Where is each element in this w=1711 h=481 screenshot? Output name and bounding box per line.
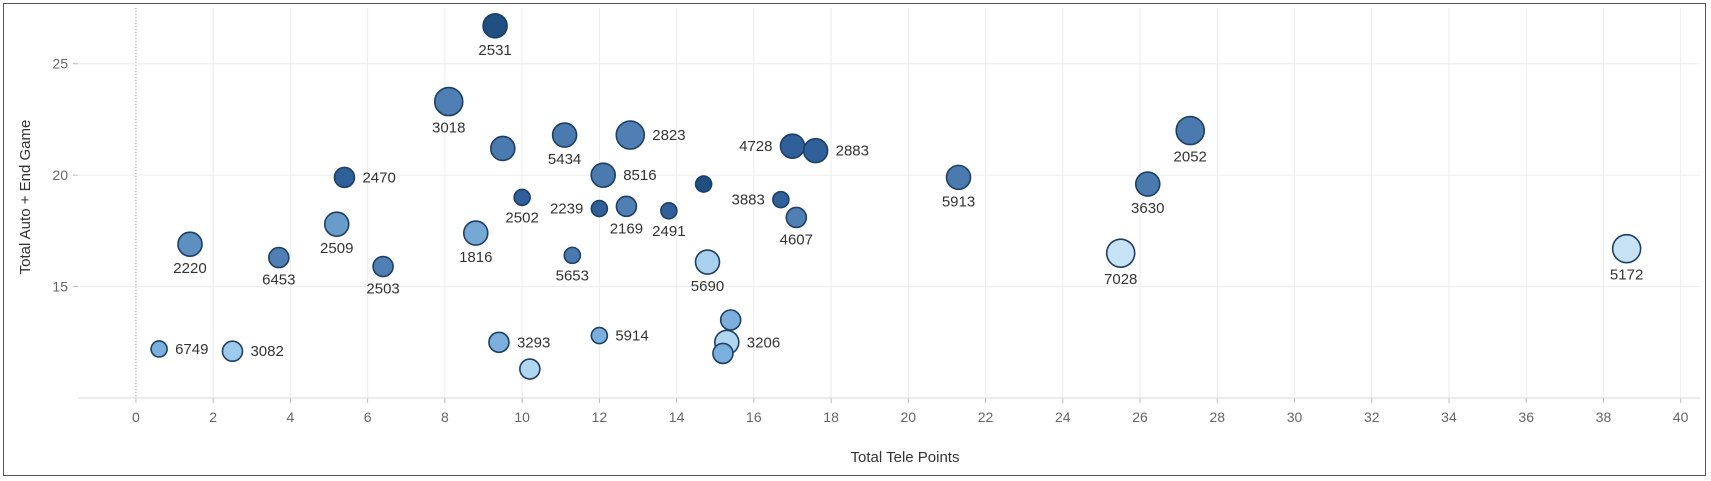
- data-point[interactable]: [177, 231, 203, 258]
- point-label: 2531: [478, 42, 511, 59]
- data-point[interactable]: [551, 122, 578, 148]
- point-label: 2509: [320, 240, 353, 257]
- point-label: 6749: [175, 341, 208, 358]
- point-label: 2052: [1174, 149, 1207, 166]
- y-axis-title: Total Auto + End Game: [17, 120, 34, 275]
- tick-layer: 0 2 4 6 8 10 12 14 16 18 20 22 24 26 28 30 32 34 36 38 40152…: [52, 56, 1700, 425]
- data-point[interactable]: [590, 199, 609, 218]
- x-tick-label: 10: [514, 409, 530, 425]
- data-point[interactable]: [590, 162, 617, 188]
- data-point[interactable]: [490, 135, 516, 162]
- data-point[interactable]: [772, 190, 790, 209]
- x-tick-label: 34: [1441, 409, 1457, 425]
- x-tick-label: 40: [1673, 409, 1689, 425]
- point-label: 5914: [615, 328, 648, 345]
- x-tick-label: 16: [746, 409, 762, 425]
- point-label: 8516: [623, 167, 656, 184]
- point-label: 5653: [556, 267, 589, 284]
- point-layer: [150, 13, 1642, 380]
- data-point[interactable]: [1175, 115, 1206, 146]
- x-tick-label: 24: [1055, 409, 1071, 425]
- data-point[interactable]: [150, 340, 168, 358]
- data-point[interactable]: [433, 86, 464, 117]
- x-tick-label: 36: [1518, 409, 1534, 425]
- y-tick-label: 25: [52, 56, 68, 72]
- point-label: 2823: [652, 127, 685, 144]
- x-tick-label: 28: [1209, 409, 1225, 425]
- data-point[interactable]: [615, 120, 646, 150]
- label-layer: 2531 3018 5434 2823 8516 4728 2883 2470 2502 2239…: [173, 42, 1643, 360]
- point-label: 3206: [747, 334, 780, 351]
- data-point[interactable]: [221, 340, 244, 363]
- point-label: 3018: [432, 120, 465, 137]
- data-point[interactable]: [268, 246, 290, 269]
- data-point[interactable]: [779, 133, 806, 159]
- x-tick-label: 0: [132, 409, 140, 425]
- data-point[interactable]: [488, 331, 510, 354]
- point-label: 3883: [731, 192, 764, 209]
- x-tick-label: 4: [287, 409, 295, 425]
- x-axis-title: Total Tele Points: [851, 449, 960, 466]
- data-point[interactable]: [323, 211, 350, 237]
- point-label: 2470: [362, 169, 395, 186]
- point-label: 5434: [548, 151, 581, 168]
- point-label: 5690: [691, 278, 724, 295]
- data-point[interactable]: [945, 164, 972, 191]
- data-point[interactable]: [615, 195, 638, 218]
- data-point[interactable]: [482, 13, 508, 39]
- data-point[interactable]: [719, 309, 742, 331]
- point-label: 2502: [505, 209, 538, 226]
- point-label: 7028: [1104, 271, 1137, 288]
- data-point[interactable]: [519, 358, 541, 380]
- grid-layer: [78, 8, 1700, 398]
- x-tick-label: 30: [1287, 409, 1303, 425]
- point-label: 2169: [610, 220, 643, 237]
- x-tick-label: 6: [364, 409, 372, 425]
- y-tick-label: 15: [52, 279, 68, 295]
- data-point[interactable]: [1611, 233, 1642, 264]
- data-point[interactable]: [563, 246, 582, 265]
- data-point[interactable]: [694, 249, 721, 275]
- point-label: 1816: [459, 249, 492, 266]
- point-label: 3082: [250, 343, 283, 360]
- point-label: 2503: [366, 281, 399, 298]
- data-point[interactable]: [1105, 238, 1136, 268]
- data-point[interactable]: [785, 206, 808, 229]
- x-tick-label: 2: [209, 409, 217, 425]
- point-label: 2220: [173, 260, 206, 277]
- data-point[interactable]: [802, 137, 829, 164]
- data-point[interactable]: [513, 188, 531, 207]
- point-label: 6453: [262, 272, 295, 289]
- data-point[interactable]: [1134, 171, 1161, 197]
- x-tick-label: 14: [669, 409, 685, 425]
- y-tick-label: 20: [52, 167, 68, 183]
- point-label: 3630: [1131, 200, 1164, 217]
- x-tick-label: 38: [1596, 409, 1612, 425]
- data-point[interactable]: [333, 166, 356, 189]
- data-point[interactable]: [590, 326, 609, 345]
- data-point[interactable]: [694, 175, 713, 193]
- x-tick-label: 12: [592, 409, 608, 425]
- x-tick-label: 26: [1132, 409, 1148, 425]
- point-label: 2883: [836, 143, 869, 160]
- x-tick-label: 32: [1364, 409, 1380, 425]
- x-tick-label: 8: [441, 409, 449, 425]
- data-point[interactable]: [372, 255, 394, 278]
- x-tick-label: 20: [901, 409, 917, 425]
- point-label: 3293: [517, 334, 550, 351]
- point-label: 5172: [1610, 267, 1643, 284]
- point-label: 4728: [739, 138, 772, 155]
- data-point[interactable]: [712, 342, 734, 365]
- x-tick-label: 22: [978, 409, 994, 425]
- data-point[interactable]: [462, 220, 489, 246]
- chart-frame: [3, 3, 1706, 476]
- point-label: 5913: [942, 193, 975, 210]
- point-label: 4607: [780, 231, 813, 248]
- point-label: 2239: [550, 201, 583, 218]
- point-label: 2491: [652, 223, 685, 240]
- data-point[interactable]: [660, 202, 678, 220]
- x-tick-label: 18: [823, 409, 839, 425]
